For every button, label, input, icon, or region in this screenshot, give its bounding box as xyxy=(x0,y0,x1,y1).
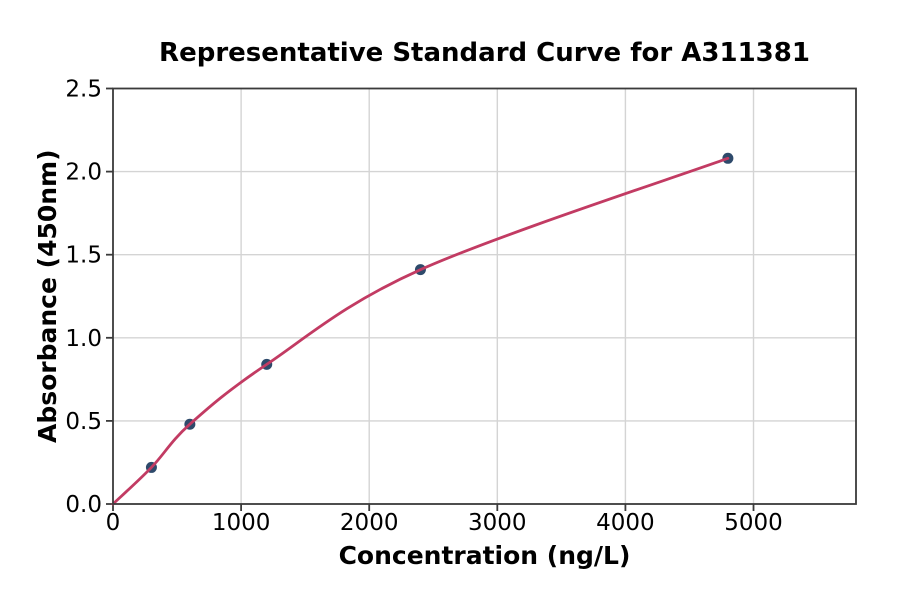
y-tick-label: 1.0 xyxy=(65,326,102,352)
y-tick-label: 2.5 xyxy=(65,77,102,103)
plot-frame xyxy=(112,87,857,505)
x-tick-label: 3000 xyxy=(468,510,527,536)
y-tick-label: 0.0 xyxy=(65,492,102,518)
grid-layer xyxy=(113,88,856,504)
x-axis-label: Concentration (ng/L) xyxy=(339,541,631,570)
tick-label-layer: 0 1000 2000 3000 4000 5000 0.0 0.5 1.0 1.5 2.0 2.5 xyxy=(65,77,782,537)
x-tick-label: 2000 xyxy=(340,510,399,536)
chart-title: Representative Standard Curve for A31138… xyxy=(159,38,810,68)
x-tick-label: 1000 xyxy=(212,510,271,536)
x-tick-label: 4000 xyxy=(596,510,655,536)
data-points xyxy=(145,152,734,473)
y-tick-label: 0.5 xyxy=(65,409,102,435)
x-tick-label: 5000 xyxy=(724,510,783,536)
x-tick-label: 0 xyxy=(106,510,121,536)
y-tick-label: 1.5 xyxy=(65,243,102,269)
tick-layer xyxy=(106,87,755,511)
y-tick-label: 2.0 xyxy=(65,160,102,186)
fit-curve xyxy=(111,156,730,506)
y-axis-label: Absorbance (450nm) xyxy=(33,149,62,443)
